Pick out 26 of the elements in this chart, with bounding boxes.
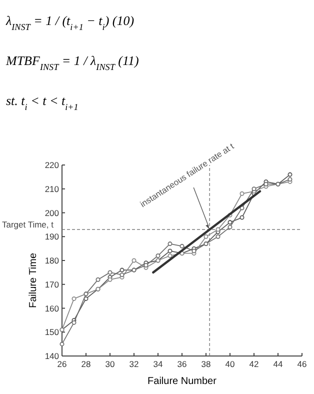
x-tick-label: 46 [297,359,307,369]
x-tick-label: 32 [129,359,139,369]
y-tick-label: 160 [44,303,60,314]
x-tick-label: 38 [201,359,211,369]
x-tick-label: 40 [225,359,235,369]
ref-line-label: Target Time, t [2,219,54,230]
text: st. t$_{i}$ < t < t$_{i+1}$ [6,93,78,112]
x-tick-label: 28 [81,359,91,369]
y-tick-label: 140 [44,351,60,361]
y-tick-label: 150 [44,327,60,338]
x-tick-label: 44 [273,359,283,369]
text: λ$_{INST}$ = 1 / (t$_{i+1}$ − t$_{i}$) (10) [5,13,134,32]
x-tick-label: 30 [105,359,115,369]
x-tick-label: 36 [177,359,187,369]
x-tick-label: 26 [57,359,67,369]
y-tick-label: 200 [44,208,60,218]
y-tick-label: 190 [44,232,60,242]
y-tick-label: 170 [44,279,60,290]
x-axis-title: Failure Number [148,376,218,387]
text: MTBF$_{INST}$ = 1 / λ$_{INST}$ (11) [5,53,139,72]
y-tick-label: 180 [44,256,60,266]
y-tick-label: 210 [44,184,60,194]
y-axis-title: Failure Time [28,252,39,308]
y-tick-label: 220 [44,160,60,170]
x-tick-label: 42 [249,359,259,369]
x-tick-label: 34 [153,359,163,369]
